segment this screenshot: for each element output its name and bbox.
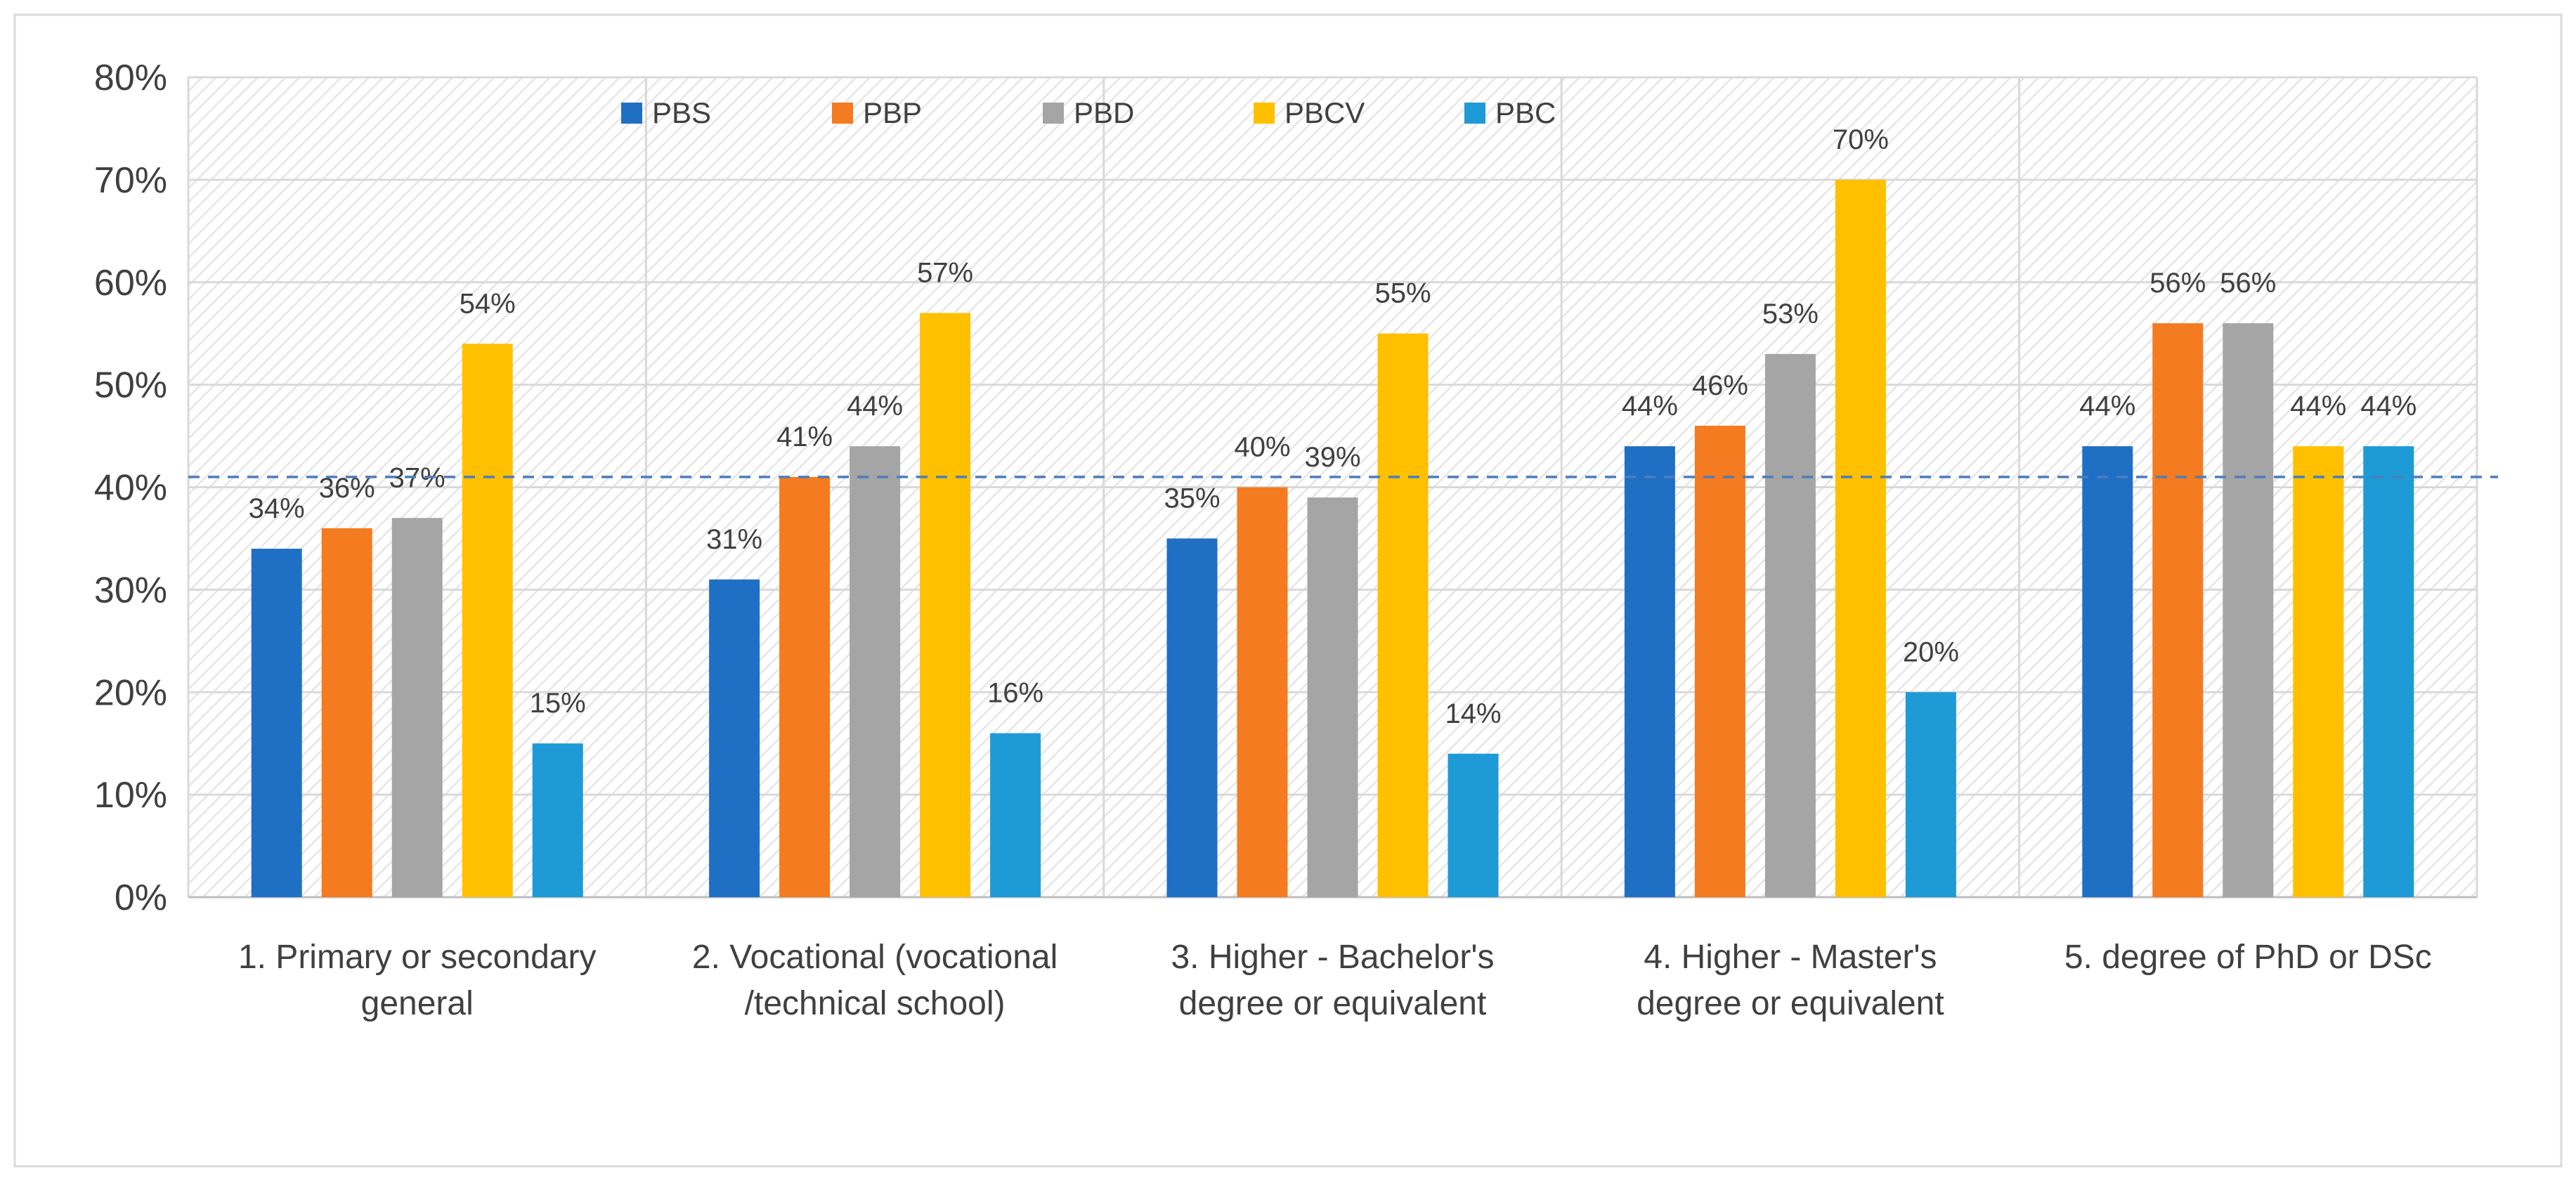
data-label: 40% (1234, 432, 1290, 463)
y-tick-label: 50% (94, 365, 167, 406)
legend-label: PBS (652, 96, 711, 129)
x-category-label: 1. Primary or secondary (238, 939, 597, 976)
data-label: 14% (1445, 698, 1501, 729)
bar-pbd (391, 518, 443, 897)
data-label: 16% (987, 678, 1043, 709)
x-category-label: 2. Vocational (vocational (692, 939, 1058, 976)
bar-pbs (1624, 446, 1675, 897)
y-tick-label: 70% (94, 160, 167, 201)
x-category-label: degree or equivalent (1637, 985, 1944, 1022)
data-label: 44% (2360, 391, 2416, 422)
data-label: 57% (917, 258, 973, 289)
y-tick-label: 20% (94, 672, 167, 713)
legend-label: PBC (1495, 96, 1556, 129)
legend-swatch-pbc (1464, 103, 1485, 124)
bar-pbcv (1377, 333, 1429, 897)
data-label: 70% (1833, 124, 1889, 155)
bar-pbcv (2293, 446, 2344, 897)
y-tick-label: 60% (94, 263, 167, 304)
bar-pbcv (920, 313, 971, 897)
data-label: 54% (460, 288, 516, 319)
data-label: 41% (776, 422, 833, 452)
y-tick-label: 10% (94, 775, 167, 816)
y-tick-label: 30% (94, 570, 167, 611)
legend-label: PBP (863, 96, 922, 129)
data-label: 46% (1692, 370, 1748, 401)
bar-pbcv (462, 344, 513, 897)
data-label: 44% (847, 391, 903, 422)
bar-pbcv (1835, 179, 1886, 897)
x-category-label: general (361, 985, 474, 1022)
bar-pbd (850, 446, 901, 897)
legend-label: PBCV (1284, 96, 1365, 129)
data-label: 53% (1762, 299, 1819, 329)
bar-pbp (1694, 425, 1745, 897)
legend-swatch-pbcv (1254, 103, 1275, 124)
bar-pbc (990, 733, 1041, 897)
x-category-label: /technical school) (745, 985, 1006, 1022)
data-label: 15% (530, 688, 586, 719)
data-label: 44% (2290, 391, 2346, 422)
bars (251, 179, 2414, 898)
bar-pbs (709, 579, 760, 897)
data-label: 31% (706, 524, 762, 555)
data-label: 56% (2220, 268, 2276, 299)
bar-pbp (2152, 323, 2204, 898)
data-label: 55% (1374, 278, 1431, 309)
bar-pbc (532, 743, 583, 897)
bar-pbd (2223, 323, 2274, 898)
bar-pbs (1166, 538, 1218, 897)
bar-pbd (1307, 497, 1358, 897)
legend-label: PBD (1074, 96, 1134, 129)
x-category-label: 5. degree of PhD or DSc (2064, 939, 2432, 976)
axes: 0% 10% 20% 30% 40% 50% 60% 70% 80% 1. Primary or … (94, 58, 2477, 1022)
x-category-label: degree or equivalent (1179, 985, 1487, 1022)
data-label: 20% (1903, 637, 1959, 667)
data-label: 44% (1622, 391, 1678, 422)
legend-swatch-pbd (1043, 103, 1064, 124)
y-tick-label: 80% (94, 58, 167, 98)
legend-swatch-pbs (621, 103, 642, 124)
bar-pbd (1764, 353, 1816, 897)
bar-pbp (779, 476, 831, 897)
legend-swatch-pbp (832, 103, 853, 124)
data-labels: 34%31%35%44% 44%36%41% 40%46%56%37%44%39%5… (249, 124, 2417, 729)
x-category-label: 3. Higher - Bachelor's (1171, 939, 1494, 976)
y-tick-label: 40% (94, 468, 167, 509)
bar-pbs (251, 549, 302, 897)
x-category-label: 4. Higher - Master's (1644, 939, 1937, 976)
y-tick-label: 0% (115, 877, 167, 918)
bar-pbc (1905, 692, 1956, 897)
data-label: 37% (389, 462, 445, 493)
bar-pbp (321, 528, 372, 897)
bar-pbc (1448, 753, 1499, 897)
bar-pbp (1237, 487, 1288, 897)
data-label: 56% (2149, 268, 2206, 299)
data-label: 35% (1164, 483, 1220, 514)
data-label: 44% (2079, 391, 2135, 422)
legend: PBS PBP PBD PBCV PBC (621, 96, 1556, 129)
data-label: 34% (249, 493, 305, 524)
bar-pbc (2363, 446, 2414, 897)
data-label: 39% (1304, 442, 1360, 473)
bar-pbs (2082, 446, 2133, 897)
